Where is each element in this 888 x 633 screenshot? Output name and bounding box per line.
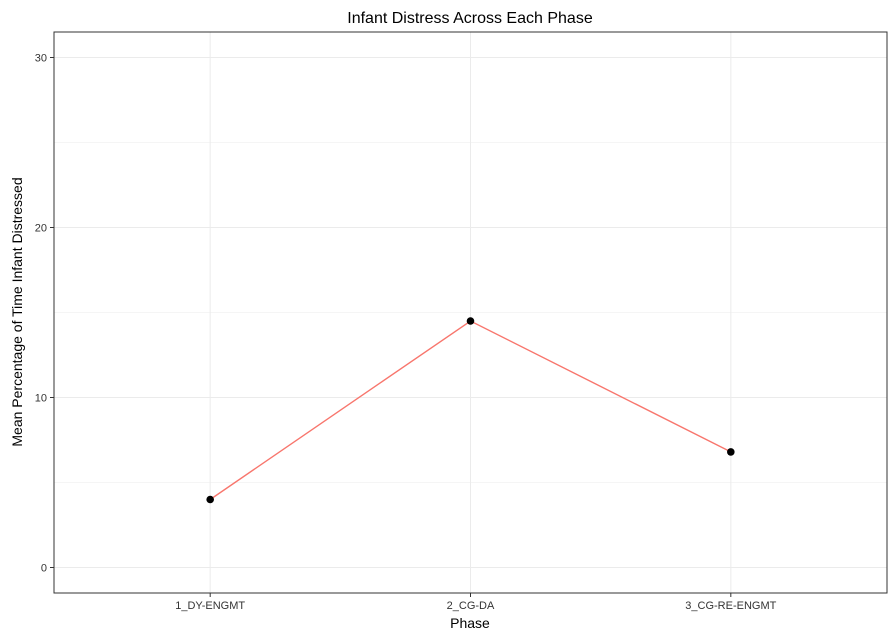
x-axis-ticks: 1_DY-ENGMT 2_CG-DA 3_CG-RE-ENGMT <box>175 593 777 612</box>
y-tick-label: 10 <box>35 393 47 405</box>
y-tick-label: 30 <box>35 53 47 65</box>
x-tick-label: 2_CG-DA <box>447 600 495 612</box>
chart-title: Infant Distress Across Each Phase <box>347 10 593 27</box>
y-tick-label: 0 <box>41 563 47 575</box>
x-tick-label: 1_DY-ENGMT <box>175 600 245 612</box>
x-axis-title: Phase <box>450 615 490 631</box>
data-point <box>727 448 735 456</box>
y-axis-title: Mean Percentage of Time Infant Distresse… <box>9 177 25 446</box>
x-tick-label: 3_CG-RE-ENGMT <box>685 600 776 612</box>
y-axis-ticks: 0 10 20 30 <box>35 53 54 575</box>
series-layer <box>206 317 735 504</box>
data-point <box>206 495 214 504</box>
y-tick-label: 20 <box>35 223 47 235</box>
major-gridlines <box>54 32 887 593</box>
data-point <box>466 317 475 325</box>
